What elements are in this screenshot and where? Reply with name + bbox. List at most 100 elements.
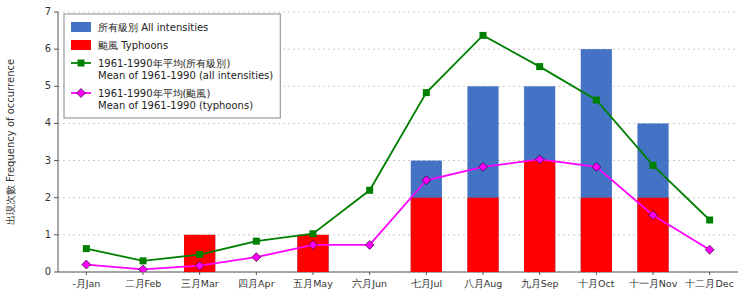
bar <box>467 198 498 272</box>
x-tick <box>709 272 710 275</box>
legend-box <box>64 14 280 118</box>
grid-line <box>58 160 738 161</box>
bar <box>297 235 328 272</box>
y-tick <box>54 234 58 235</box>
x-tick-label: 十二月Dec <box>685 278 733 289</box>
bar <box>581 198 612 272</box>
y-tick-label: 1 <box>45 229 51 240</box>
x-tick <box>313 272 314 275</box>
chart: 01234567-月Jan二月Feb三月Mar四月Apr五月May六月Jun七月… <box>0 0 750 302</box>
legend-label-line: 颱風 Typhoons <box>98 40 168 51</box>
legend: 所有級別 All intensities 颱風 Typhoons 1961-1990… <box>64 14 280 118</box>
grid-line <box>58 123 738 124</box>
x-tick-label: 二月Feb <box>125 278 162 289</box>
legend-label: 颱風 Typhoons <box>98 40 168 51</box>
y-tick <box>54 160 58 161</box>
bar <box>241 272 272 273</box>
marker <box>705 245 714 254</box>
x-tick <box>653 272 654 275</box>
bar <box>637 123 668 272</box>
marker <box>140 257 147 264</box>
x-tick-label: 九月Sep <box>521 278 559 289</box>
y-tick-label: 6 <box>45 43 51 54</box>
chart-container: 01234567-月Jan二月Feb三月Mar四月Apr五月May六月Jun七月… <box>0 0 750 302</box>
grid-line <box>58 197 738 198</box>
x-tick-label: 六月Jun <box>352 278 387 289</box>
x-tick <box>199 272 200 275</box>
bar <box>694 272 725 273</box>
legend-label-line: 1961-1990年平均(所有級別) <box>98 58 230 69</box>
marker <box>535 155 544 164</box>
y-tick-label: 2 <box>45 192 51 203</box>
marker <box>83 245 90 252</box>
marker <box>195 261 204 270</box>
marker <box>139 265 148 272</box>
series-bar <box>184 161 669 272</box>
legend-label-line: Mean of 1961-1990 (typhoons) <box>98 100 253 111</box>
legend-marker <box>78 60 85 67</box>
x-tick <box>256 272 257 275</box>
x-tick-label: 三月Mar <box>181 278 219 289</box>
marker <box>423 89 430 96</box>
marker <box>253 238 260 245</box>
line <box>86 35 709 260</box>
bar <box>354 272 385 273</box>
y-tick <box>54 123 58 124</box>
bar <box>411 198 442 272</box>
x-tick-label: 十一月Nov <box>629 278 678 289</box>
marker <box>366 187 373 194</box>
marker <box>480 32 487 39</box>
y-tick-label: 5 <box>45 80 51 91</box>
grid <box>58 12 738 272</box>
marker <box>365 240 374 249</box>
x-tick-label: 五月May <box>293 278 333 289</box>
grid-line <box>58 12 738 13</box>
x-tick <box>596 272 597 275</box>
legend-swatch <box>71 22 91 32</box>
bar <box>581 49 612 272</box>
x-tick <box>143 272 144 275</box>
x-tick <box>483 272 484 275</box>
series-line <box>82 155 714 272</box>
bar <box>354 272 385 273</box>
y-tick-label: 0 <box>45 266 51 277</box>
line <box>86 159 709 269</box>
y-tick-label: 7 <box>45 6 51 17</box>
grid-line <box>58 272 738 273</box>
y-axis-label: 出現次數 Frequency of occurrence <box>5 59 16 225</box>
grid-line <box>58 234 738 235</box>
bar <box>467 86 498 272</box>
marker <box>422 176 431 185</box>
legend-swatch <box>71 40 91 50</box>
marker <box>592 162 601 171</box>
y-tick <box>54 197 58 198</box>
bar <box>71 272 102 273</box>
x-tick <box>369 272 370 275</box>
x-tick-label: 八月Aug <box>464 278 503 289</box>
x-tick-label: -月Jan <box>72 278 100 289</box>
y-tick-label: 4 <box>45 117 51 128</box>
plot-marks <box>82 32 714 272</box>
marker <box>310 230 317 237</box>
y-tick <box>54 12 58 13</box>
x-axis-line <box>58 272 738 273</box>
legend-label-line: 1961-1990年平均(颱風) <box>98 88 210 99</box>
x-tick <box>86 272 87 275</box>
y-tick-label: 3 <box>45 155 51 166</box>
x-tick <box>539 272 540 275</box>
legend-label: 所有級別 All intensities <box>98 22 208 33</box>
marker <box>649 211 658 220</box>
x-tick <box>426 272 427 275</box>
x-tick-label: 四月Apr <box>238 278 275 289</box>
y-tick <box>54 86 58 87</box>
bar <box>694 272 725 273</box>
x-tick-label: 十月Oct <box>578 278 615 289</box>
series-line <box>83 32 713 264</box>
marker <box>536 63 543 70</box>
legend-label-line: 所有級別 All intensities <box>98 22 208 33</box>
marker <box>196 251 203 258</box>
legend-marker <box>77 89 86 98</box>
legend-marker-shape <box>78 60 85 67</box>
bar <box>241 272 272 273</box>
bar <box>524 86 555 272</box>
